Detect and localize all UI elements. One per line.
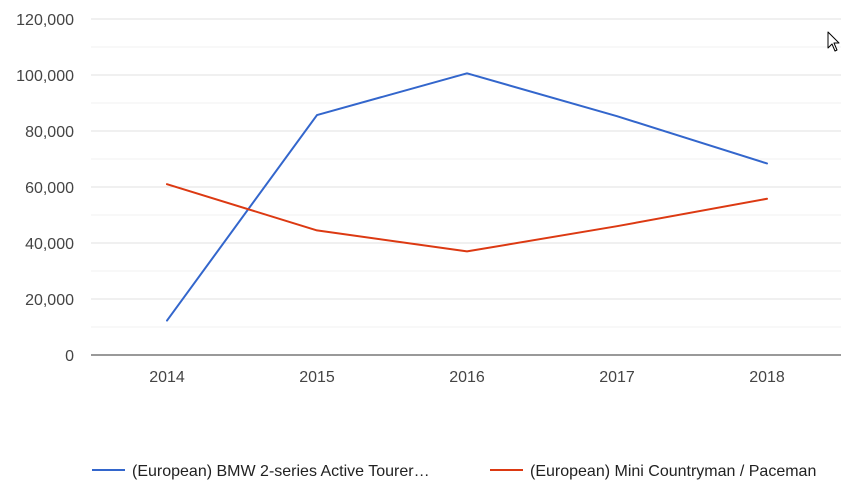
data-point[interactable]	[765, 196, 770, 201]
y-axis: 0 20,000 40,000 60,000 80,000 100,000 120,000	[16, 12, 74, 365]
x-tick-label: 2018	[749, 369, 785, 386]
legend[interactable]: (European) BMW 2-series Active Tourer… (E…	[92, 463, 816, 480]
series-group	[165, 71, 770, 323]
y-tick-label: 60,000	[25, 180, 74, 197]
legend-label: (European) BMW 2-series Active Tourer…	[132, 463, 430, 480]
data-point[interactable]	[465, 249, 470, 254]
grid	[91, 18, 841, 328]
y-tick-label: 40,000	[25, 236, 74, 253]
y-tick-label: 120,000	[16, 12, 74, 29]
data-point[interactable]	[765, 161, 770, 166]
x-tick-label: 2015	[299, 369, 335, 386]
series-line-1[interactable]	[166, 72, 768, 322]
data-point[interactable]	[315, 228, 320, 233]
x-tick-label: 2016	[449, 369, 485, 386]
mouse-pointer-icon	[827, 31, 840, 52]
legend-label: (European) Mini Countryman / Paceman	[530, 463, 816, 480]
data-point[interactable]	[465, 71, 470, 76]
data-point[interactable]	[315, 113, 320, 118]
y-tick-label: 80,000	[25, 124, 74, 141]
legend-item-1[interactable]: (European) BMW 2-series Active Tourer…	[92, 463, 430, 480]
y-tick-label: 0	[65, 348, 74, 365]
data-point[interactable]	[165, 318, 170, 323]
y-tick-label: 100,000	[16, 68, 74, 85]
legend-item-2[interactable]: (European) Mini Countryman / Paceman	[490, 463, 816, 480]
series-line-2[interactable]	[166, 183, 768, 253]
x-tick-label: 2017	[599, 369, 635, 386]
data-point[interactable]	[615, 114, 620, 119]
x-tick-label: 2014	[149, 369, 185, 386]
data-point[interactable]	[615, 224, 620, 229]
x-axis: 2014 2015 2016 2017 2018	[91, 354, 841, 386]
data-point[interactable]	[165, 182, 170, 187]
y-tick-label: 20,000	[25, 292, 74, 309]
